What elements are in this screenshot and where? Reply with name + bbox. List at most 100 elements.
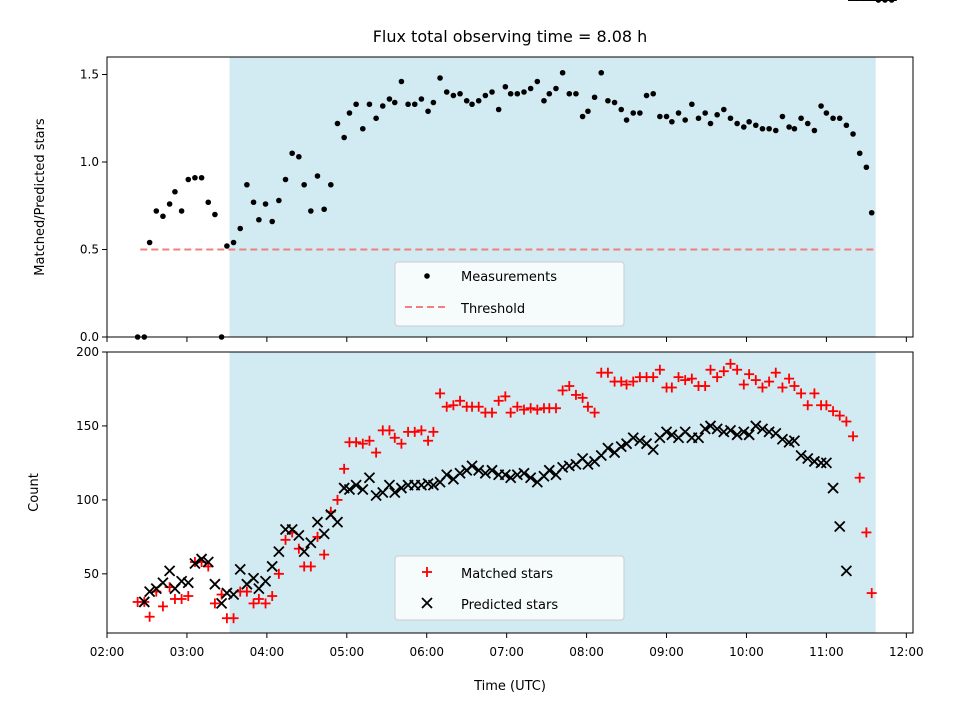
measurement-point bbox=[405, 101, 411, 108]
matched-star-point bbox=[493, 395, 504, 406]
measurement-point bbox=[611, 99, 618, 106]
predicted-star-point bbox=[195, 553, 208, 565]
predicted-star-point bbox=[738, 426, 750, 438]
matched-star-point bbox=[351, 437, 362, 448]
matched-star-point bbox=[784, 373, 795, 384]
legend-threshold-label: Threshold bbox=[460, 302, 525, 317]
predicted-star-point bbox=[627, 432, 639, 444]
predicted-star-point bbox=[692, 432, 705, 444]
predicted-star-point bbox=[699, 423, 711, 435]
measurement-point bbox=[353, 101, 359, 108]
measurement-point bbox=[598, 69, 605, 76]
measurement-point bbox=[527, 85, 534, 92]
measurement-point bbox=[650, 90, 657, 97]
matched-star-point bbox=[680, 375, 691, 386]
measurement-point bbox=[786, 124, 792, 130]
predicted-star-point bbox=[776, 433, 789, 445]
legend-measurements-marker bbox=[424, 273, 430, 279]
predicted-star-point bbox=[724, 424, 737, 437]
predicted-star-point bbox=[511, 469, 523, 481]
measurement-point bbox=[391, 99, 398, 106]
matched-star-point bbox=[339, 463, 350, 474]
predicted-star-point bbox=[834, 520, 846, 533]
predicted-star-point bbox=[221, 587, 233, 599]
measurement-point bbox=[262, 201, 269, 207]
matched-star-point bbox=[455, 395, 466, 406]
predicted-star-point bbox=[582, 458, 594, 471]
predicted-star-point bbox=[499, 469, 511, 481]
matched-star-point bbox=[280, 534, 291, 545]
measurement-point bbox=[359, 125, 366, 132]
predicted-star-point bbox=[820, 457, 833, 469]
measurement-point bbox=[657, 113, 663, 120]
matched-star-point bbox=[700, 381, 711, 392]
measurement-point bbox=[269, 218, 275, 225]
measurement-point bbox=[741, 124, 747, 130]
matched-star-point bbox=[770, 367, 781, 378]
x-axis-label: Time (UTC) bbox=[473, 679, 546, 694]
measurement-point bbox=[591, 94, 598, 101]
measurement-point bbox=[314, 173, 321, 179]
matched-star-point bbox=[757, 382, 768, 393]
x-tick-label: 08:00 bbox=[569, 645, 604, 659]
predicted-star-point bbox=[788, 435, 801, 447]
matched-star-point bbox=[183, 591, 194, 602]
measurement-point bbox=[546, 90, 553, 97]
ratio-y-axis-label: Matched/Predicted stars bbox=[33, 118, 48, 276]
x-tick-label: 04:00 bbox=[250, 645, 285, 659]
measurement-point bbox=[244, 181, 250, 188]
measurement-point bbox=[224, 243, 230, 249]
matched-star-point bbox=[725, 358, 736, 369]
matched-star-point bbox=[267, 591, 278, 602]
matched-star-point bbox=[654, 364, 665, 375]
predicted-star-point bbox=[750, 420, 762, 432]
predicted-star-point bbox=[247, 572, 260, 584]
predicted-star-point bbox=[395, 482, 408, 494]
measurement-point bbox=[507, 90, 514, 97]
measurement-point bbox=[759, 125, 766, 132]
measurement-point bbox=[198, 174, 205, 181]
measurement-point bbox=[746, 118, 752, 125]
predicted-star-point bbox=[763, 426, 775, 438]
ratio-panel: 0.0 0.5 1.0 1.5 Matched/Predicted stars Mea… bbox=[33, 0, 914, 344]
measurement-point bbox=[702, 110, 708, 116]
measurement-point bbox=[669, 118, 675, 125]
predicted-star-point bbox=[454, 467, 466, 479]
predicted-star-point bbox=[234, 563, 246, 576]
predicted-star-point bbox=[563, 460, 575, 472]
matched-star-point bbox=[305, 561, 316, 572]
measurement-point bbox=[830, 115, 836, 122]
measurement-point bbox=[296, 153, 302, 160]
measurement-point bbox=[301, 181, 307, 188]
predicted-star-point bbox=[486, 464, 498, 476]
measurement-point bbox=[798, 115, 804, 122]
measurement-point bbox=[868, 209, 875, 216]
legend-predicted-label: Predicted stars bbox=[461, 598, 558, 613]
measurement-point bbox=[373, 115, 379, 122]
matched-star-point bbox=[866, 588, 877, 599]
measurement-point bbox=[166, 201, 173, 207]
measurement-point bbox=[534, 78, 541, 85]
matched-star-point bbox=[861, 527, 872, 538]
measurement-point bbox=[502, 83, 509, 90]
measurement-point bbox=[843, 122, 850, 129]
predicted-star-point bbox=[615, 441, 627, 453]
predicted-star-point bbox=[157, 577, 169, 589]
measurement-point bbox=[386, 96, 393, 102]
measurement-point bbox=[328, 181, 334, 188]
predicted-star-point bbox=[711, 423, 723, 435]
matched-star-point bbox=[357, 438, 368, 449]
y-tick-label: 1.5 bbox=[80, 68, 99, 82]
y-tick-label: 50 bbox=[84, 567, 99, 581]
measurement-point bbox=[818, 103, 824, 109]
matched-star-point bbox=[809, 388, 820, 399]
matched-star-point bbox=[777, 382, 788, 393]
predicted-star-point bbox=[298, 546, 310, 558]
matched-star-point bbox=[648, 372, 659, 383]
matched-star-point bbox=[828, 406, 839, 417]
measurement-point bbox=[469, 101, 475, 108]
measurement-point bbox=[308, 208, 314, 214]
measurement-point bbox=[341, 134, 347, 141]
measurement-point bbox=[682, 117, 688, 123]
measurement-point bbox=[146, 239, 153, 246]
